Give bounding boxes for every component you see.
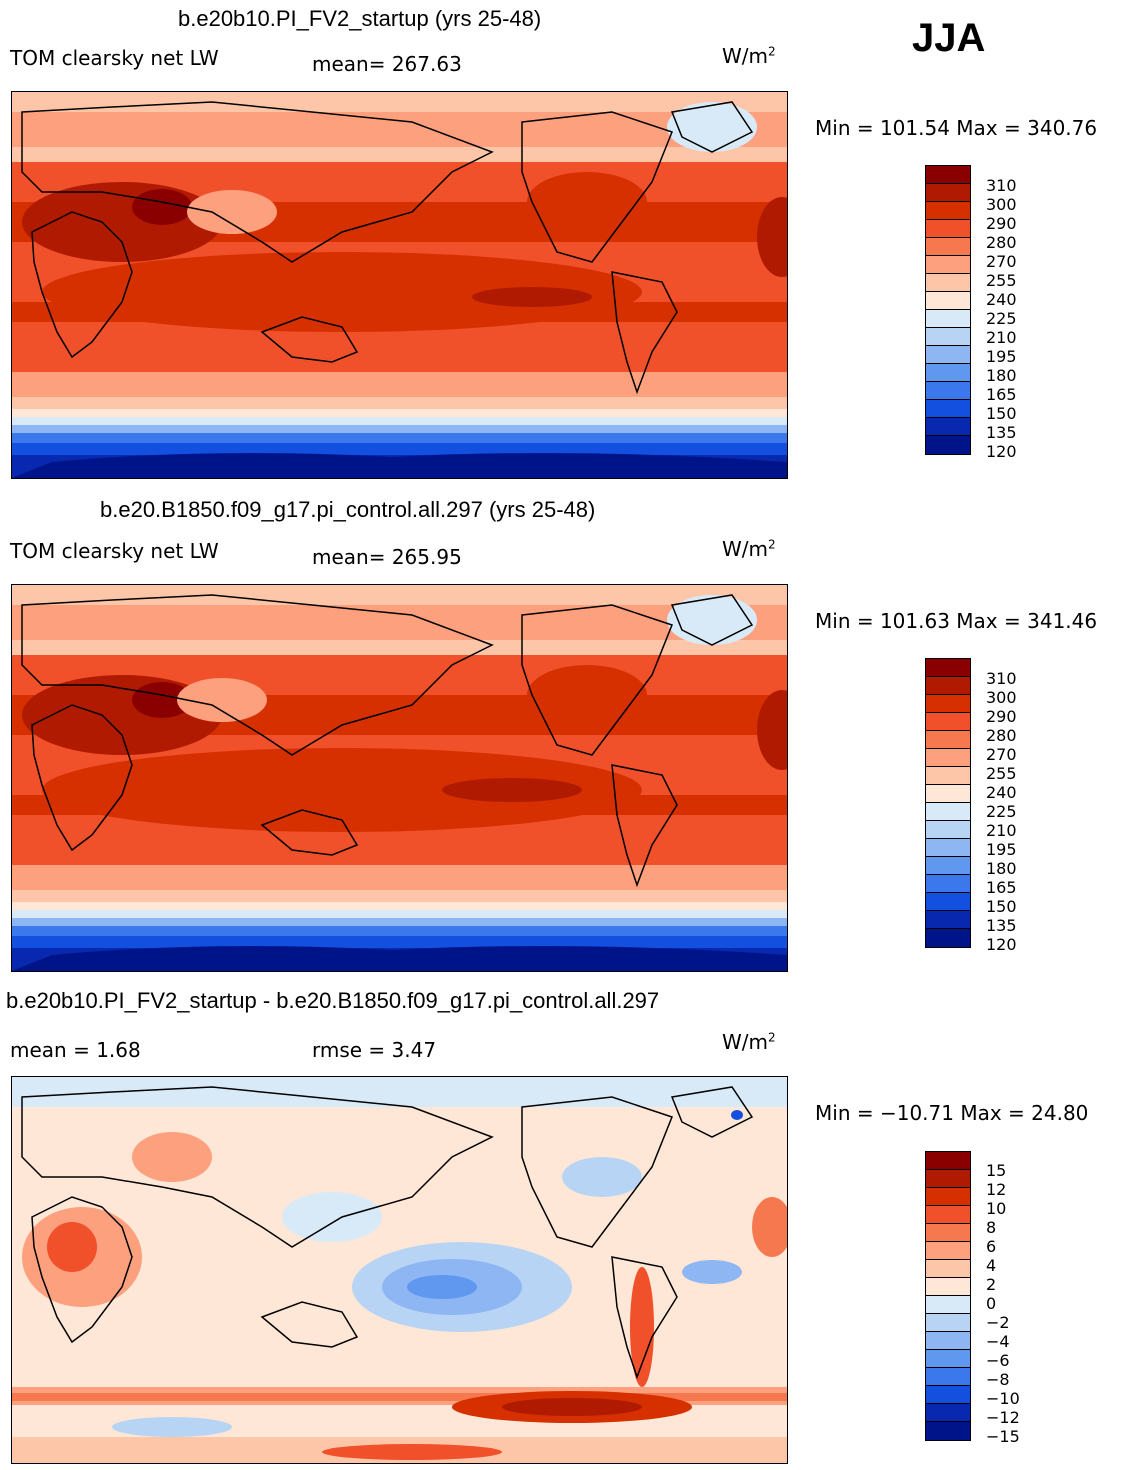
panel3-colorbar	[925, 1151, 971, 1441]
panel2-map	[11, 584, 788, 972]
panel3-minmax: Min = −10.71 Max = 24.80	[815, 1101, 1089, 1125]
panel1-mean: mean= 267.63	[312, 52, 462, 76]
panel3-rmse: rmse = 3.47	[312, 1038, 437, 1062]
panel1-title: b.e20b10.PI_FV2_startup (yrs 25-48)	[178, 6, 542, 31]
season-label: JJA	[912, 16, 986, 60]
panel1-map	[11, 91, 788, 479]
panel2-colorbar	[925, 658, 971, 948]
panel2-minmax: Min = 101.63 Max = 341.46	[815, 609, 1098, 633]
panel2-title: b.e20.B1850.f09_g17.pi_control.all.297 (…	[100, 497, 596, 522]
panel1-colorbar	[925, 165, 971, 455]
panel2-units: W/m2	[722, 537, 776, 561]
panel1-minmax: Min = 101.54 Max = 340.76	[815, 116, 1098, 140]
panel2-variable: TOM clearsky net LW	[10, 539, 219, 563]
panel3-mean: mean = 1.68	[10, 1038, 141, 1062]
panel3-units: W/m2	[722, 1030, 776, 1054]
panel1-units: W/m2	[722, 44, 776, 68]
panel1-variable: TOM clearsky net LW	[10, 46, 219, 70]
panel3-title: b.e20b10.PI_FV2_startup - b.e20.B1850.f0…	[6, 988, 660, 1013]
panel2-mean: mean= 265.95	[312, 545, 462, 569]
panel3-map	[11, 1076, 788, 1464]
